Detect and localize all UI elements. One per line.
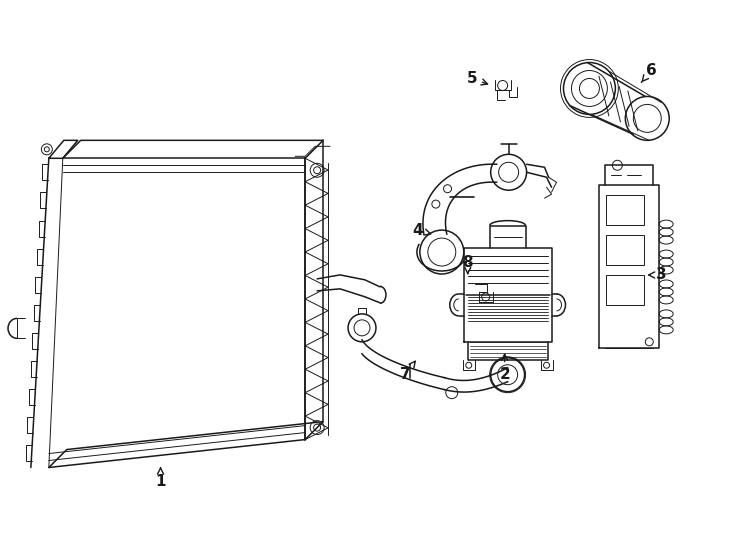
Bar [606, 195, 644, 225]
Text: 1: 1 [156, 468, 166, 489]
Text: 4: 4 [413, 222, 431, 238]
Text: 2: 2 [499, 354, 510, 382]
Bar [606, 235, 644, 265]
Text: 8: 8 [462, 254, 473, 273]
Bar [606, 275, 644, 305]
Text: 6: 6 [642, 63, 657, 83]
Text: 3: 3 [649, 267, 666, 282]
Text: 7: 7 [399, 361, 415, 382]
Text: 5: 5 [466, 71, 487, 86]
